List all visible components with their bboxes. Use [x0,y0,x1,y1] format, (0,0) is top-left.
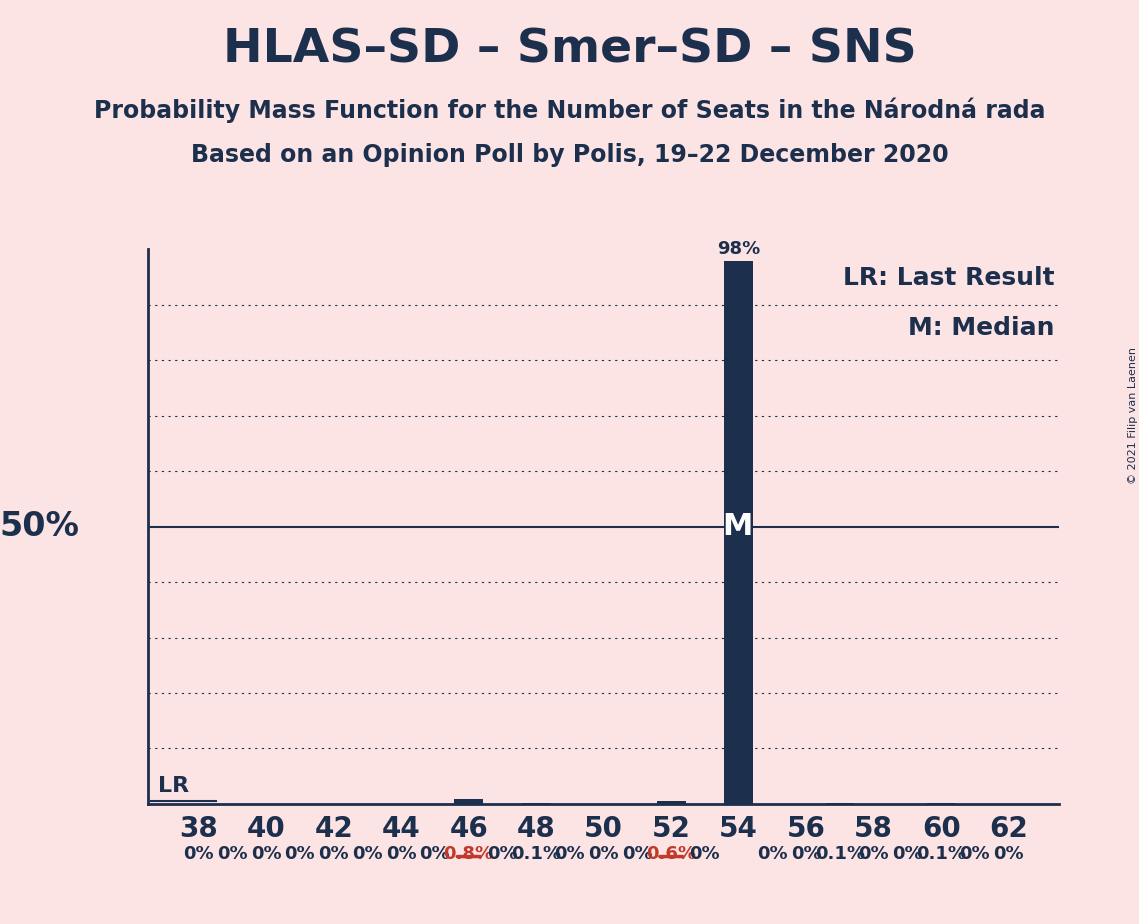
Text: © 2021 Filip van Laenen: © 2021 Filip van Laenen [1129,347,1138,484]
Text: 0%: 0% [419,845,450,863]
Text: 0%: 0% [183,845,214,863]
Text: 0.6%: 0.6% [646,845,696,863]
Text: 0%: 0% [589,845,618,863]
Text: Based on an Opinion Poll by Polis, 19–22 December 2020: Based on an Opinion Poll by Polis, 19–22… [190,143,949,167]
Text: 0%: 0% [251,845,281,863]
Text: 0%: 0% [386,845,417,863]
Text: 0.1%: 0.1% [814,845,865,863]
Text: 0%: 0% [859,845,888,863]
Text: 0%: 0% [993,845,1024,863]
Bar [454,799,483,804]
Text: 0%: 0% [555,845,585,863]
Text: 0.1%: 0.1% [511,845,562,863]
Text: M: Median: M: Median [908,316,1055,340]
Text: 0%: 0% [622,845,653,863]
Text: 0%: 0% [959,845,990,863]
Text: 0%: 0% [319,845,349,863]
Text: 0%: 0% [352,845,383,863]
Text: Probability Mass Function for the Number of Seats in the Národná rada: Probability Mass Function for the Number… [93,97,1046,123]
Text: HLAS–SD – Smer–SD – SNS: HLAS–SD – Smer–SD – SNS [222,28,917,73]
Text: 0%: 0% [689,845,720,863]
Text: 0%: 0% [218,845,248,863]
Text: 0%: 0% [487,845,518,863]
Text: 50%: 50% [0,510,80,543]
Bar [657,800,686,804]
Text: 0%: 0% [892,845,923,863]
Text: LR: Last Result: LR: Last Result [843,266,1055,290]
Text: M: M [722,512,752,541]
Text: 0%: 0% [757,845,788,863]
Text: 0.1%: 0.1% [916,845,966,863]
Text: 0.8%: 0.8% [443,845,493,863]
Text: 98%: 98% [718,240,761,258]
Bar [724,261,753,804]
Text: 0%: 0% [285,845,316,863]
Text: LR: LR [158,775,189,796]
Text: 0%: 0% [790,845,821,863]
